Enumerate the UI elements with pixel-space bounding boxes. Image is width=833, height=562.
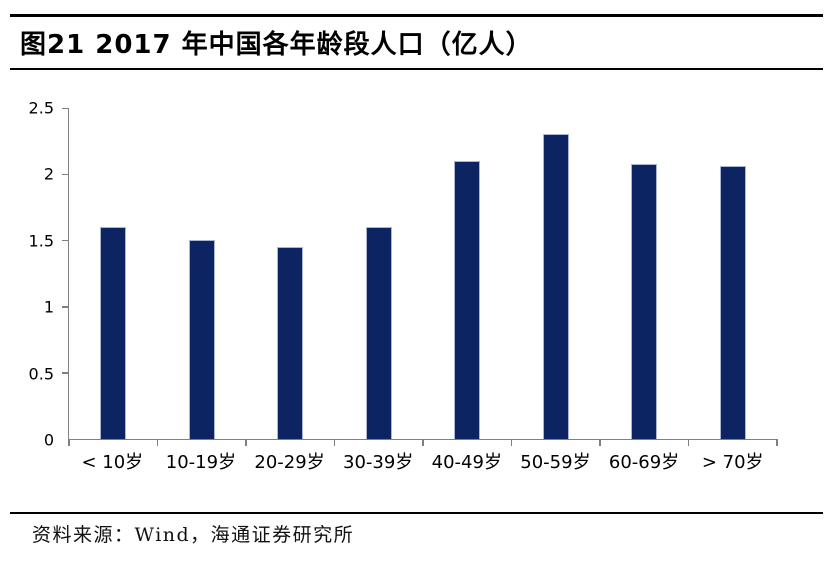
title-top-rule xyxy=(10,14,823,17)
x-category-label: > 70岁 xyxy=(701,452,764,473)
bar-< 10岁 xyxy=(100,227,127,439)
bar-slot xyxy=(423,108,512,439)
y-tick xyxy=(62,107,69,109)
bar-40-49岁 xyxy=(454,160,481,439)
x-tick xyxy=(333,439,335,446)
x-category-label: < 10岁 xyxy=(81,452,144,473)
y-tick xyxy=(62,372,69,374)
bar-> 70岁 xyxy=(719,166,746,439)
source-top-rule xyxy=(10,512,823,514)
x-tick xyxy=(422,439,424,446)
x-category-label: 10-19岁 xyxy=(165,452,237,473)
y-tick-label: 0.5 xyxy=(28,364,54,384)
bar-series xyxy=(69,108,777,439)
bar-slot xyxy=(512,108,601,439)
chart-title: 图21 2017 年中国各年龄段人口（亿人） xyxy=(20,30,533,60)
x-category-label: 60-69岁 xyxy=(608,452,680,473)
x-tick xyxy=(599,439,601,446)
x-category-label: 30-39岁 xyxy=(343,452,414,473)
bar-20-29岁 xyxy=(277,247,304,439)
x-tick xyxy=(68,439,70,446)
y-tick xyxy=(62,173,69,176)
bar-slot xyxy=(335,108,424,439)
x-category-label: 40-49岁 xyxy=(431,452,502,473)
y-tick-label: 1.5 xyxy=(28,231,54,251)
x-axis-labels: < 10岁 10-19岁 20-29岁 30-39岁 40-49岁 50-59岁 60-69… xyxy=(68,450,777,476)
bar-slot xyxy=(158,108,247,439)
bar-slot xyxy=(689,108,778,439)
y-axis-labels: 0 0.5 1 1.5 2 2.5 xyxy=(0,99,58,450)
y-tick-label: 2 xyxy=(43,164,54,184)
y-tick-label: 1 xyxy=(43,297,54,317)
y-tick-label: 0 xyxy=(43,430,54,450)
source-note: 资料来源：Wind，海通证券研究所 xyxy=(32,524,355,546)
bar-slot xyxy=(69,108,158,439)
bar-slot xyxy=(600,108,689,439)
title-bottom-rule xyxy=(10,68,823,70)
x-tick xyxy=(510,439,512,446)
bar-60-69岁 xyxy=(631,163,658,439)
x-category-label: 50-59岁 xyxy=(520,452,591,473)
y-tick xyxy=(62,239,69,242)
bar-30-39岁 xyxy=(365,227,392,439)
y-tick-label: 2.5 xyxy=(28,98,54,118)
x-tick xyxy=(776,439,778,446)
x-category-label: 20-29岁 xyxy=(254,452,325,473)
x-tick xyxy=(156,439,158,446)
x-tick xyxy=(687,439,689,446)
bar-50-59岁 xyxy=(542,134,569,439)
bar-10-19岁 xyxy=(188,240,215,439)
y-tick xyxy=(62,306,69,308)
plot-area xyxy=(62,107,778,446)
bar-slot xyxy=(246,108,335,439)
x-tick xyxy=(245,439,247,446)
